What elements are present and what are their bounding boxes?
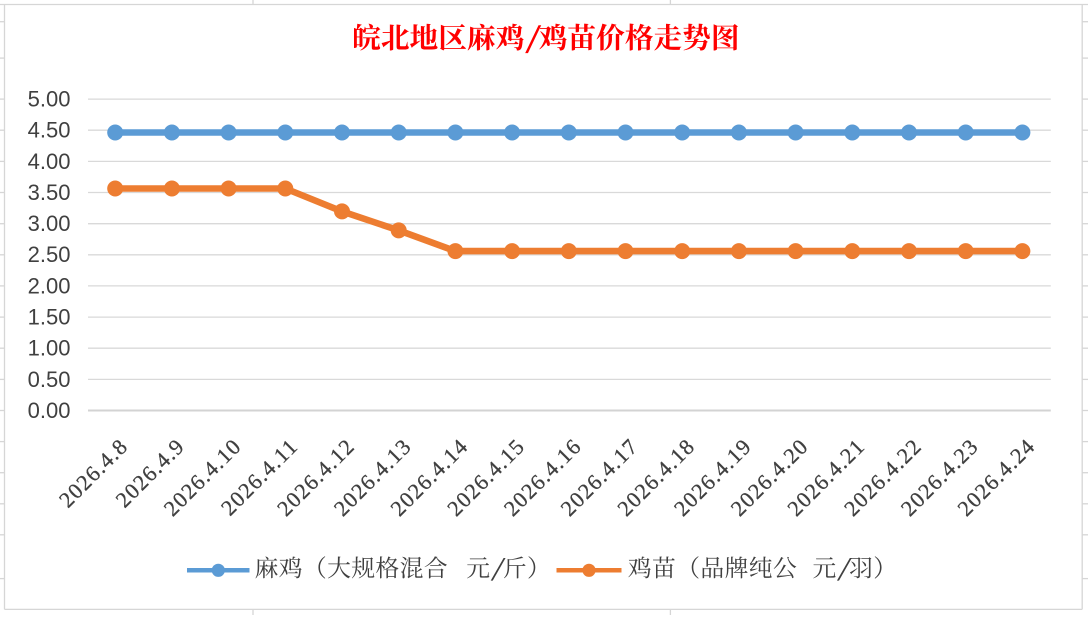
svg-text:1.00: 1.00	[28, 336, 71, 361]
svg-text:3.50: 3.50	[28, 180, 71, 205]
svg-text:4.00: 4.00	[28, 149, 71, 174]
svg-text:0.00: 0.00	[28, 398, 71, 423]
svg-text:4.50: 4.50	[28, 118, 71, 143]
svg-text:5.00: 5.00	[28, 87, 71, 112]
svg-text:2.00: 2.00	[28, 273, 71, 298]
svg-text:1.50: 1.50	[28, 305, 71, 330]
svg-text:2.50: 2.50	[28, 242, 71, 267]
svg-text:0.50: 0.50	[28, 367, 71, 392]
svg-text:3.00: 3.00	[28, 211, 71, 236]
